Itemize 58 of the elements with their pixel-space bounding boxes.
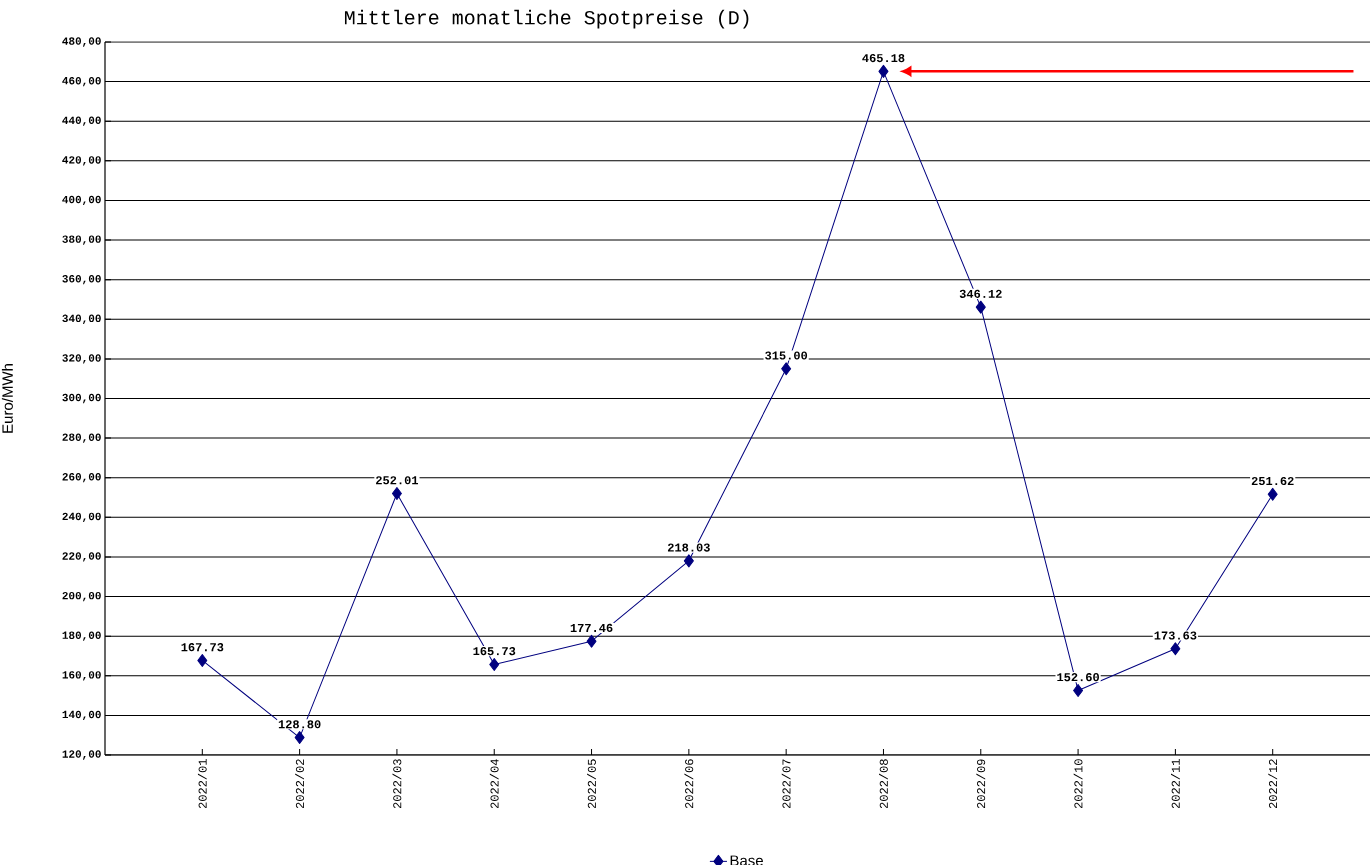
x-tick-label: 2022/03	[392, 759, 402, 809]
point	[391, 487, 402, 501]
y-tick-label: 120,00	[62, 750, 101, 760]
y-tick-label: 420,00	[62, 156, 101, 166]
point	[1267, 487, 1278, 501]
y-tick-label: 380,00	[62, 235, 101, 245]
x-tick-label: 2022/12	[1268, 759, 1278, 809]
point	[586, 634, 597, 648]
x-tick-label: 2022/09	[976, 759, 986, 809]
x-tick-label: 2022/08	[879, 759, 888, 809]
data-label: 252.01	[376, 476, 419, 485]
y-tick-label: 280,00	[62, 433, 101, 443]
legend-label: Base	[730, 855, 763, 865]
y-tick-label: 200,00	[62, 591, 101, 602]
chart-title: Mittlere monatliche Spotpreise (D)	[344, 9, 749, 29]
y-tick-label: 400,00	[62, 195, 101, 206]
data-label: 165.73	[473, 647, 516, 656]
y-tick-label: 180,00	[62, 631, 101, 641]
data-label: 152.60	[1057, 673, 1099, 682]
x-tick-label: 2022/05	[587, 759, 596, 809]
data-label: 177.46	[570, 623, 613, 632]
x-tick-label: 2022/10	[1073, 759, 1083, 809]
point	[1170, 642, 1181, 656]
data-label: 315.00	[765, 351, 808, 360]
data-label: 167.73	[181, 643, 224, 652]
point	[781, 362, 792, 376]
point	[489, 657, 500, 671]
point	[878, 64, 889, 78]
y-tick-label: 160,00	[62, 671, 101, 681]
x-tick-label: 2022/06	[684, 759, 694, 809]
data-label: 173.63	[1154, 631, 1197, 640]
x-tick-label: 2022/02	[295, 759, 305, 809]
y-tick-label: 260,00	[62, 473, 101, 483]
y-tick-label: 480,00	[62, 37, 101, 47]
data-label: 251.62	[1251, 476, 1294, 486]
x-tick-label: 2022/01	[197, 759, 207, 809]
point	[1073, 683, 1084, 697]
point	[197, 653, 208, 667]
y-tick-label: 140,00	[62, 710, 101, 721]
y-tick-label: 220,00	[62, 552, 101, 562]
point	[975, 300, 986, 314]
x-tick-label: 2022/07	[781, 759, 791, 809]
data-label: 346.12	[959, 289, 1002, 298]
y-tick-label: 300,00	[62, 393, 101, 404]
point	[683, 554, 694, 568]
x-tick-label: 2022/11	[1170, 759, 1180, 809]
y-tick-label: 460,00	[62, 76, 101, 87]
data-label: 218.03	[667, 543, 710, 552]
x-tick-label: 2022/04	[489, 759, 499, 809]
y-tick-label: 240,00	[62, 512, 101, 522]
y-tick-label: 360,00	[62, 275, 101, 285]
y-tick-label: 320,00	[62, 354, 101, 364]
data-label: 465.18	[862, 54, 905, 63]
point	[294, 731, 305, 745]
y-tick-label: 340,00	[62, 314, 101, 324]
data-label: 128.80	[278, 720, 321, 729]
y-tick-label: 440,00	[62, 116, 101, 126]
y-axis-title: Euro/MWh	[1, 364, 13, 433]
